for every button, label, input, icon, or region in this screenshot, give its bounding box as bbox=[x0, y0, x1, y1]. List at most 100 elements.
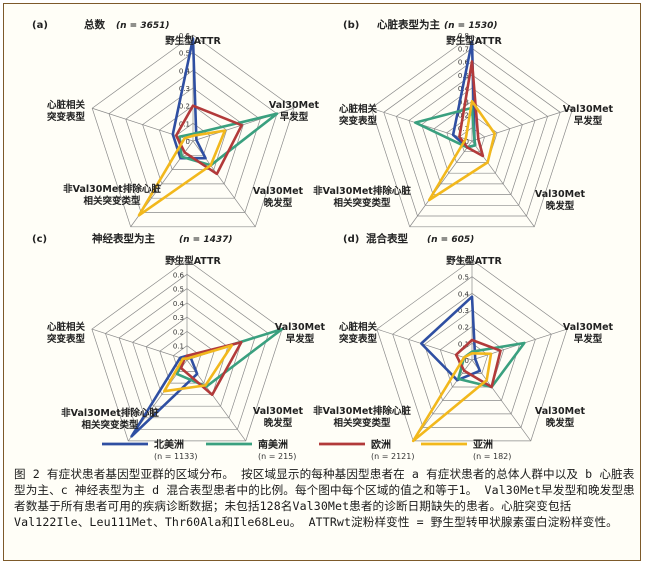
grid-ring bbox=[142, 87, 244, 185]
grid-ring bbox=[145, 316, 229, 396]
axis-label: 非Val30Met排除心脏相关突变类型 bbox=[313, 185, 411, 209]
grid-spoke bbox=[412, 359, 473, 442]
tick-label: 0.4 bbox=[179, 67, 191, 75]
series-line-2 bbox=[174, 104, 243, 176]
axis-label: Val30Met 早发型 bbox=[269, 100, 320, 123]
series-line-0 bbox=[130, 354, 199, 438]
panel-label: (a) bbox=[32, 20, 48, 31]
panel-label: (b) bbox=[343, 20, 359, 31]
tick-label: 0.5 bbox=[173, 286, 184, 294]
grid-ring bbox=[408, 292, 536, 415]
axis-label: Val30Met 早发型 bbox=[563, 322, 614, 345]
grid-ring bbox=[91, 34, 295, 228]
legend-n: (n = 2121) bbox=[371, 452, 414, 461]
grid-ring bbox=[392, 276, 552, 428]
grid-ring bbox=[91, 259, 283, 442]
axis-label: 心脏相关突变表型 bbox=[339, 103, 378, 127]
grid-ring bbox=[118, 288, 256, 419]
legend-name: 北美洲 bbox=[154, 438, 184, 451]
tick-label: 0.4 bbox=[173, 300, 185, 308]
series-line-2 bbox=[458, 60, 485, 158]
axis-label: 非Val30Met排除心脏相关突变类型 bbox=[313, 405, 411, 429]
tick-label: 0.3 bbox=[179, 85, 190, 93]
panel-n-label: (n = 1437) bbox=[179, 235, 233, 245]
grid-ring bbox=[370, 34, 574, 228]
tick-label: 0 bbox=[465, 138, 469, 146]
radar-panel-b: (b) 心脏表型为主 (n = 1530)0.80.70.60.50.40.30.2… bbox=[313, 18, 614, 228]
tick-label: 0.7 bbox=[458, 45, 469, 53]
legend-name: 亚洲 bbox=[473, 439, 493, 451]
grid-ring bbox=[408, 74, 536, 195]
tick-label: 0 bbox=[465, 357, 469, 365]
radar-panel-a: (a) 总数 (n = 3651) 0.6 0.5 0.4 0.3 0.2 0.1 0 野生型ATT… bbox=[32, 18, 320, 228]
tick-label: 0.7 bbox=[173, 257, 184, 265]
legend-name: 南美洲 bbox=[258, 438, 288, 451]
legend-n: (n = 215) bbox=[258, 452, 296, 461]
series-line-1 bbox=[413, 106, 477, 149]
series-line-3 bbox=[411, 351, 493, 443]
tick-label: 0.6 bbox=[179, 32, 191, 40]
radar-panel-d: (d) 混合表型 (n = 605) 0.6 0.5 0.4 0.3 0.2 0.1 0 野生型AT… bbox=[313, 232, 614, 443]
axis-label: 心脏相关突变表型 bbox=[47, 99, 86, 123]
series-line-2 bbox=[454, 338, 502, 389]
grid-spoke bbox=[471, 107, 573, 142]
axis-label: 野生型ATTR bbox=[446, 255, 502, 267]
tick-label: 0.5 bbox=[458, 274, 469, 282]
tick-label: 0.5 bbox=[458, 72, 469, 80]
panel-title: 混合表型 bbox=[366, 232, 408, 245]
axis-label: 心脏相关突变表型 bbox=[339, 321, 378, 345]
tick-label: 0.8 bbox=[458, 32, 469, 40]
axis-label: Val30Met 晚发型 bbox=[253, 406, 304, 429]
panel-title: 心脏表型为主 bbox=[377, 18, 440, 31]
series-line-0 bbox=[419, 295, 482, 382]
panel-n-label: (n = 605) bbox=[427, 235, 474, 245]
axis-label: 非Val30Met排除心脏相关突变类型 bbox=[63, 183, 161, 207]
tick-label: 0 bbox=[186, 138, 190, 146]
grid-ring bbox=[383, 47, 561, 217]
axis-label: 野生型ATTR bbox=[165, 35, 221, 47]
tick-label: 0.6 bbox=[458, 257, 470, 265]
grid-ring bbox=[423, 309, 521, 401]
grid-spoke bbox=[409, 140, 473, 227]
tick-label: 0.6 bbox=[173, 271, 185, 279]
grid-spoke bbox=[91, 328, 188, 361]
panel-n-label: (n = 3651) bbox=[116, 21, 170, 31]
axis-label: 心脏相关突变表型 bbox=[47, 321, 86, 345]
radar-figure: (a) 总数 (n = 3651) 0.6 0.5 0.4 0.3 0.2 0.1 0 野生型ATT… bbox=[32, 18, 614, 461]
grid-ring bbox=[458, 127, 486, 153]
legend-name: 欧洲 bbox=[371, 438, 391, 451]
series-line-3 bbox=[137, 129, 227, 217]
panel-title: 神经表型为主 bbox=[92, 232, 155, 245]
axis-label: Val30Met 晚发型 bbox=[535, 406, 586, 429]
tick-label: 0.1 bbox=[458, 340, 469, 348]
axis-label: Val30Met 晚发型 bbox=[535, 189, 586, 212]
tick-label: 0.1 bbox=[458, 125, 469, 133]
tick-label: 0.2 bbox=[173, 328, 184, 336]
panel-label: (c) bbox=[32, 234, 47, 245]
grid-ring bbox=[125, 69, 261, 199]
tick-label: 0.1 bbox=[179, 120, 190, 128]
grid-spoke bbox=[471, 359, 532, 442]
legend-n: (n = 182) bbox=[473, 452, 511, 461]
tick-label: 0.1 bbox=[173, 343, 184, 351]
axis-label: Val30Met 早发型 bbox=[563, 104, 614, 127]
grid-ring bbox=[132, 302, 242, 407]
tick-label: 0.3 bbox=[458, 307, 469, 315]
legend-n: (n = 1133) bbox=[154, 452, 197, 461]
tick-label: 0.4 bbox=[458, 290, 470, 298]
grid-ring bbox=[376, 259, 568, 442]
grid-ring bbox=[105, 273, 269, 430]
panel-n-label: (n = 1530) bbox=[444, 21, 498, 31]
grid-ring bbox=[395, 61, 549, 206]
tick-label: 0.3 bbox=[173, 314, 184, 322]
series-line-3 bbox=[163, 344, 234, 393]
axis-label: Val30Met 早发型 bbox=[275, 322, 326, 345]
figure-caption: 图 2 有症状患者基因型亚群的区域分布。 按区域显示的每种基因型患者在 a 有症… bbox=[14, 467, 635, 529]
tick-label: 0.3 bbox=[458, 98, 469, 106]
radar-panel-c: (c) 神经表型为主 (n = 1437) 0.7 0.6 0.5 0.4 0.3 0.2 0.1… bbox=[32, 232, 326, 442]
grid-ring bbox=[439, 326, 505, 388]
legend-item-0: 北美洲(n = 1133) bbox=[102, 438, 197, 461]
tick-label: 0.2 bbox=[458, 324, 469, 332]
axis-label: 野生型ATTR bbox=[165, 255, 221, 267]
series-line-3 bbox=[427, 100, 497, 202]
